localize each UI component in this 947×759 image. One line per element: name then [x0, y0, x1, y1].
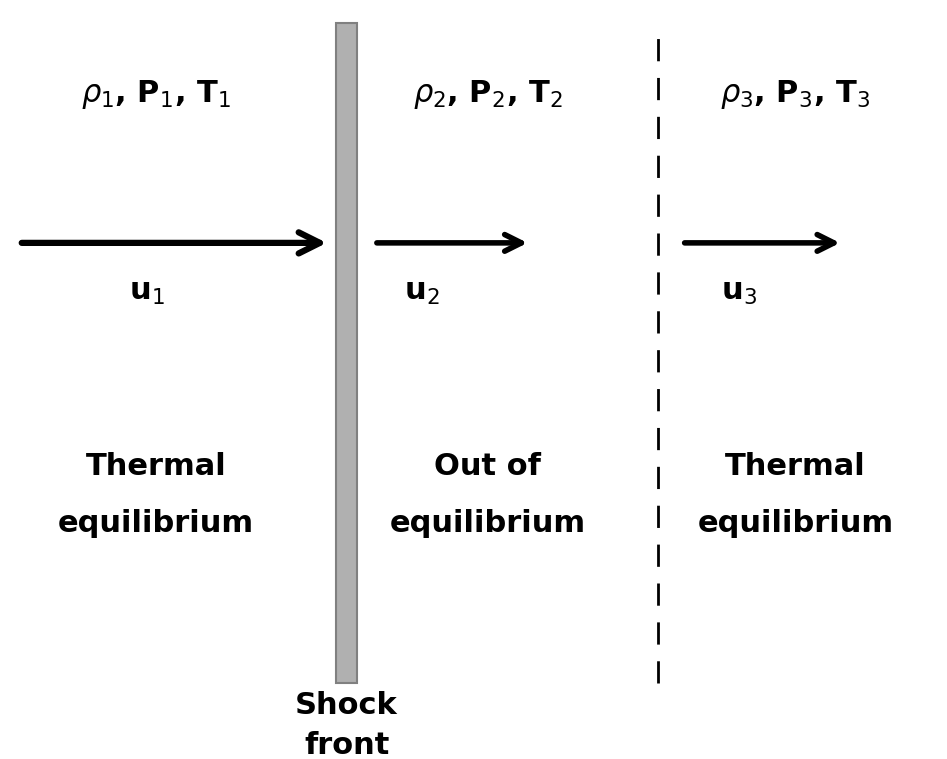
Text: $\rho_3$, P$_3$, T$_3$: $\rho_3$, P$_3$, T$_3$ [721, 78, 870, 112]
Text: $\rho_1$, P$_1$, T$_1$: $\rho_1$, P$_1$, T$_1$ [81, 78, 231, 112]
Text: u$_2$: u$_2$ [403, 278, 439, 307]
Text: equilibrium: equilibrium [58, 509, 255, 538]
Text: equilibrium: equilibrium [389, 509, 586, 538]
Text: equilibrium: equilibrium [697, 509, 894, 538]
Text: front: front [304, 731, 389, 759]
Text: $\rho_2$, P$_2$, T$_2$: $\rho_2$, P$_2$, T$_2$ [413, 78, 563, 112]
Text: Thermal: Thermal [86, 452, 226, 481]
Text: Shock: Shock [295, 691, 398, 720]
Text: u$_3$: u$_3$ [721, 278, 757, 307]
Text: Thermal: Thermal [725, 452, 866, 481]
Bar [336, 23, 357, 683]
Text: u$_1$: u$_1$ [129, 278, 165, 307]
Text: Out of: Out of [435, 452, 541, 481]
